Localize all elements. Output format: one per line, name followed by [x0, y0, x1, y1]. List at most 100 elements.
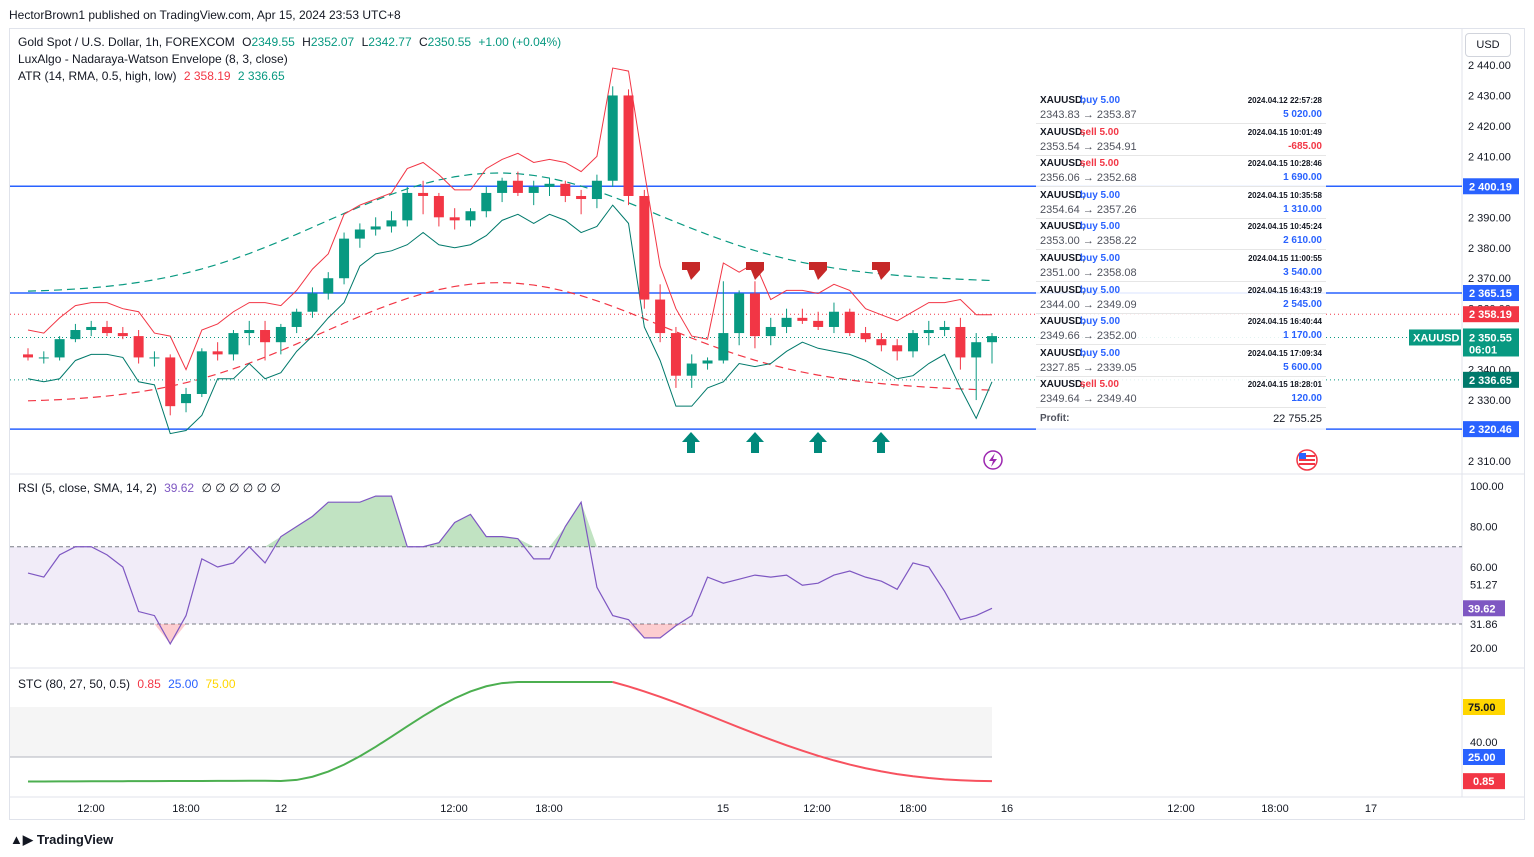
candle-body — [923, 330, 934, 334]
candle-body — [528, 186, 539, 193]
trade-pnl: 3 540.00 — [1283, 267, 1322, 278]
legend-stc-v2: 25.00 — [168, 677, 199, 691]
atr-upper-tag — [1463, 306, 1519, 323]
trade-timestamp: 2024.04.15 11:00:55 — [1248, 254, 1322, 263]
trade-side: sell 5.00 — [1080, 379, 1119, 391]
candle — [86, 320, 97, 337]
candle — [38, 351, 49, 364]
stc-tag-value — [1463, 773, 1505, 790]
trade-timestamp: 2024.04.15 10:35:58 — [1247, 190, 1322, 200]
trade-timestamp: 2024.04.15 10:01:49 — [1247, 127, 1322, 137]
legend-high-label: H — [302, 35, 311, 49]
candle-body — [591, 180, 602, 200]
candle-body — [38, 357, 49, 359]
candle-body — [876, 339, 887, 346]
rsi-tick-label: 100.00 — [1470, 481, 1504, 493]
stc-line-falling — [612, 681, 993, 783]
buy-arrow-icon — [872, 432, 890, 453]
candle — [813, 311, 824, 331]
level-tag-r2 — [1463, 285, 1519, 302]
trade-side: buy 5.00 — [1080, 316, 1121, 328]
legend-rsi[interactable]: RSI (5, close, SMA, 14, 2) 39.62 ∅ ∅ ∅ ∅… — [18, 481, 285, 495]
legend-stc[interactable]: STC (80, 27, 50, 0.5) 0.85 25.00 75.00 — [18, 677, 240, 691]
legend-atr-name: ATR (14, RMA, 0.5, high, low) — [18, 69, 177, 83]
level-tag-r2-text: 2 365.15 — [1469, 288, 1512, 300]
legend-low: L2342.77 — [362, 35, 412, 49]
trade-prices: 2349.66 → 2352.00 — [1040, 330, 1137, 343]
candle — [892, 339, 903, 361]
trade-timestamp: 2024.04.15 16:40:44 — [1247, 317, 1322, 327]
candle — [370, 217, 381, 236]
trade-symbol: XAUUSD, — [1040, 126, 1086, 138]
trade-prices: 2343.83 → 2353.87 — [1040, 109, 1137, 121]
legend-atr[interactable]: ATR (14, RMA, 0.5, high, low) 2 358.19 2… — [18, 69, 289, 83]
candle-body — [418, 192, 429, 196]
time-tick-label: 17 — [1365, 803, 1377, 815]
legend-main[interactable]: Gold Spot / U.S. Dollar, 1h, FOREXCOM O2… — [18, 35, 565, 49]
legend-stc-name: STC (80, 27, 50, 0.5) — [18, 677, 131, 691]
candle-body — [244, 330, 255, 334]
legend-open: O2349.55 — [242, 35, 295, 49]
profit-label: Profit: — [1040, 413, 1070, 424]
trade-timestamp: 2024.04.15 17:09:34 — [1247, 348, 1322, 358]
trade-timestamp: 2024.04.15 10:45:24 — [1247, 222, 1322, 232]
level-tag-s1 — [1463, 421, 1519, 438]
profit-row: Profit: 22 755.25 — [1040, 413, 1322, 425]
trade-side: buy 5.00 — [1080, 284, 1121, 296]
sell-arrow-icon — [746, 262, 764, 280]
candle-body — [23, 354, 33, 358]
candle-body — [212, 351, 223, 355]
stc-tag-75 — [1463, 699, 1505, 715]
candle — [718, 281, 729, 364]
us-flag-icon[interactable] — [1296, 449, 1318, 471]
candle-body — [54, 339, 65, 358]
candle-body — [117, 333, 128, 337]
candle — [749, 281, 760, 349]
legend-rsi-value: 39.62 — [164, 481, 195, 495]
stc-tag-75-text: 75.00 — [1468, 702, 1496, 714]
candle — [639, 189, 650, 309]
trade-symbol: XAUUSD, — [1040, 316, 1086, 328]
candle-body — [828, 311, 839, 327]
legend-change: +1.00 (+0.04%) — [478, 35, 562, 49]
profit-value: 22 755.25 — [1273, 413, 1322, 425]
candle-body — [260, 330, 271, 343]
candle-body — [765, 326, 776, 337]
countdown-text: 06:01 — [1469, 344, 1497, 356]
candle — [228, 330, 239, 361]
legend-envelope[interactable]: LuxAlgo - Nadaraya-Watson Envelope (8, 3… — [18, 52, 288, 66]
legend-rsi-name: RSI (5, close, SMA, 14, 2) — [18, 481, 157, 495]
legend-atr-lower: 2 336.65 — [237, 69, 285, 83]
trade-timestamp: 2024.04.15 16:43:19 — [1247, 285, 1322, 295]
price-tick-label: 2 420.00 — [1468, 121, 1511, 133]
candle-body — [844, 311, 855, 334]
legend-close-label: C — [419, 35, 428, 49]
last-price-text: 2 350.55 — [1469, 332, 1512, 344]
tradingview-logo[interactable]: ▲▶ TradingView — [10, 832, 113, 848]
candle — [923, 320, 934, 346]
flash-icon[interactable] — [983, 450, 1003, 470]
price-tick-label: 2 410.00 — [1468, 151, 1511, 163]
stc-tag-25-text: 25.00 — [1468, 752, 1496, 764]
candle — [196, 348, 207, 398]
candle-body — [544, 183, 555, 187]
candle-body — [734, 293, 745, 334]
atr-bands — [10, 67, 1462, 435]
candle-body — [323, 278, 334, 294]
candle — [212, 342, 223, 361]
candle — [765, 317, 776, 346]
currency-button[interactable]: USD — [1465, 33, 1511, 57]
candle-body — [370, 226, 381, 230]
candle-body — [196, 351, 207, 394]
time-tick-label: 18:00 — [172, 803, 200, 815]
candle-body — [433, 195, 444, 218]
candle — [607, 86, 618, 187]
level-tag-s1-text: 2 320.46 — [1469, 424, 1512, 436]
trade-row: XAUUSD, sell 5.00 2024.04.15 10:28:46 2356.… — [1036, 155, 1326, 188]
candle — [260, 320, 271, 361]
trade-pnl: 1 170.00 — [1283, 330, 1322, 342]
legend-rsi-extras: ∅ ∅ ∅ ∅ ∅ ∅ — [201, 481, 281, 495]
trade-prices: 2327.85 → 2339.05 — [1040, 361, 1137, 374]
candle-body — [702, 360, 713, 364]
